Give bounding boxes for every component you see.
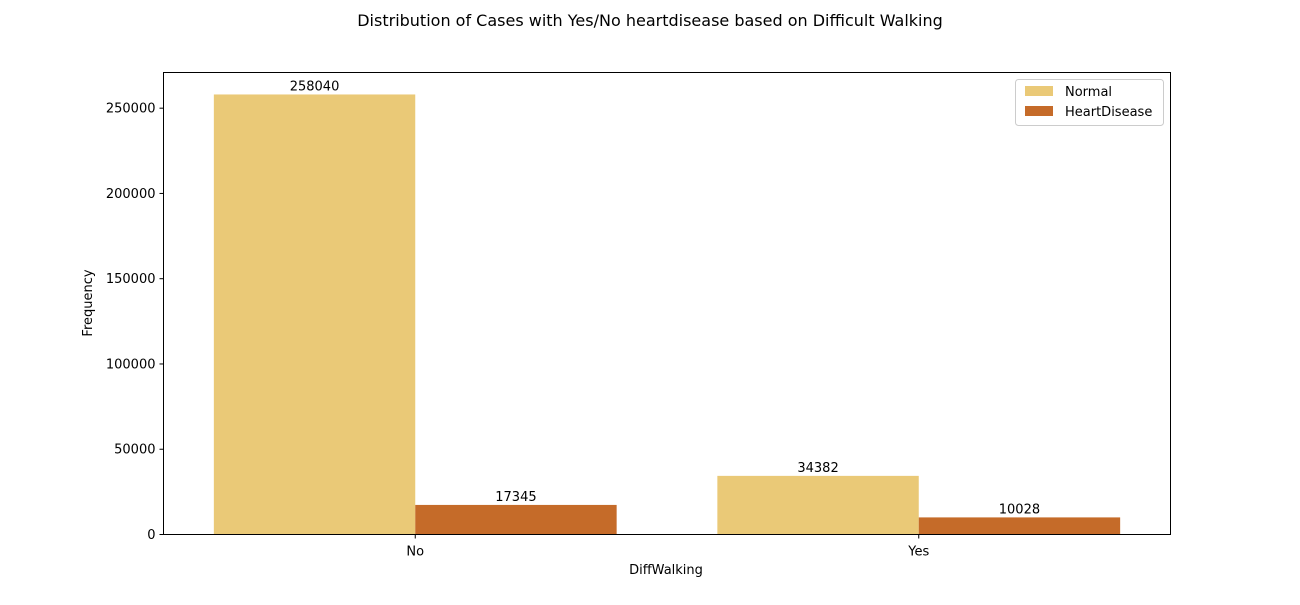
legend-swatch-heartdisease bbox=[1025, 106, 1053, 116]
y-tick-label-150000: 150000 bbox=[106, 272, 156, 287]
y-axis: 0 50000 100000 150000 200000 250000 bbox=[106, 102, 164, 543]
y-tick-label-0: 0 bbox=[147, 528, 155, 543]
x-axis-label: DiffWalking bbox=[629, 563, 703, 578]
data-labels-layer: 258040 17345 34382 10028 bbox=[290, 79, 1040, 517]
y-tick-label-200000: 200000 bbox=[106, 187, 156, 202]
legend-swatch-normal bbox=[1025, 86, 1053, 96]
bar-normal-no bbox=[213, 94, 416, 535]
x-axis: No Yes bbox=[406, 534, 929, 560]
data-label-normal-no: 258040 bbox=[290, 79, 340, 94]
plot-frame bbox=[163, 72, 1171, 535]
data-label-heartdisease-yes: 10028 bbox=[999, 502, 1040, 517]
legend-label-heartdisease: HeartDisease bbox=[1065, 105, 1152, 120]
legend: Normal HeartDisease bbox=[1015, 79, 1164, 126]
y-tick-label-250000: 250000 bbox=[106, 102, 156, 117]
y-axis-label: Frequency bbox=[81, 269, 96, 336]
bars-layer bbox=[213, 94, 1121, 535]
y-tick-label-50000: 50000 bbox=[114, 443, 155, 458]
bar-normal-yes bbox=[717, 475, 919, 535]
legend-label-normal: Normal bbox=[1065, 85, 1112, 100]
chart-title: Distribution of Cases with Yes/No heartd… bbox=[357, 11, 943, 30]
data-label-heartdisease-no: 17345 bbox=[495, 490, 536, 505]
bar-heartdisease-no bbox=[415, 504, 617, 535]
x-tick-label-no: No bbox=[406, 545, 424, 560]
x-tick-label-yes: Yes bbox=[907, 545, 929, 560]
bar-heartdisease-yes bbox=[918, 517, 1121, 535]
data-label-normal-yes: 34382 bbox=[797, 461, 838, 476]
y-tick-label-100000: 100000 bbox=[106, 357, 156, 372]
